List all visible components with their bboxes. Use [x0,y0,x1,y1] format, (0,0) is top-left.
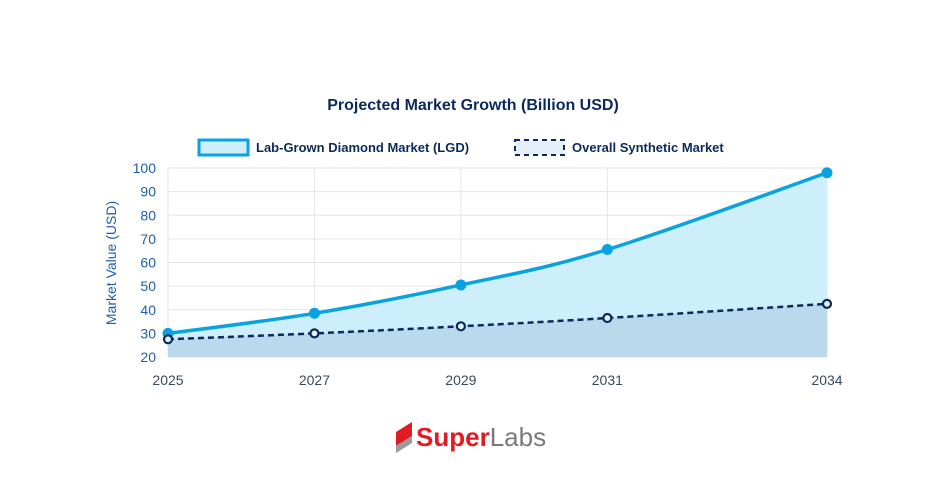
point-synthetic-2029[interactable] [455,321,466,332]
legend-label-synthetic: Overall Synthetic Market [572,140,724,155]
legend-swatch-synthetic [514,139,565,156]
legend[interactable]: Lab-Grown Diamond Market (LGD) Overall S… [197,138,724,157]
y-tick-90: 90 [140,184,156,200]
data-points [162,167,833,345]
y-tick-30: 30 [140,325,156,341]
x-axis-ticks: 2025 2027 2029 2031 2034 [152,372,842,388]
chart-title: Projected Market Growth (Billion USD) [327,97,619,114]
y-tick-50: 50 [140,278,156,294]
y-axis-label: Market Value (USD) [103,201,119,325]
y-tick-100: 100 [133,160,157,176]
x-tick-2029: 2029 [445,372,476,388]
logo-super: Super [416,422,490,452]
area-series-1 [168,303,827,357]
superlabs-logo: SuperLabs [396,422,546,453]
legend-item-synthetic[interactable]: Overall Synthetic Market [514,139,724,156]
legend-item-lgd[interactable]: Lab-Grown Diamond Market (LGD) [197,138,469,157]
line-series-0 [167,171,828,336]
y-axis-ticks: 20 30 40 50 60 70 80 90 100 [133,160,157,365]
x-tick-2025: 2025 [152,372,183,388]
x-tick-2034: 2034 [811,372,842,388]
y-tick-20: 20 [140,349,156,365]
x-tick-2027: 2027 [299,372,330,388]
x-tick-2031: 2031 [592,372,623,388]
point-lgd-2034[interactable] [821,167,833,179]
y-tick-60: 60 [140,255,156,271]
point-lgd-2029[interactable] [455,279,467,291]
point-synthetic-2025[interactable] [162,334,174,345]
logo-labs: Labs [490,422,546,452]
point-synthetic-2031[interactable] [602,312,613,324]
area-fills [168,172,827,357]
y-tick-80: 80 [140,207,156,223]
y-tick-70: 70 [140,231,156,247]
legend-swatch-lgd [197,138,250,157]
logo-mark-icon [396,422,412,453]
legend-label-lgd: Lab-Grown Diamond Market (LGD) [256,140,469,155]
point-synthetic-2034[interactable] [821,298,833,309]
point-lgd-2031[interactable] [601,244,613,256]
point-lgd-2027[interactable] [308,307,320,319]
point-synthetic-2027[interactable] [309,328,320,339]
y-tick-40: 40 [140,302,156,318]
logo-wordmark: SuperLabs [416,422,546,452]
